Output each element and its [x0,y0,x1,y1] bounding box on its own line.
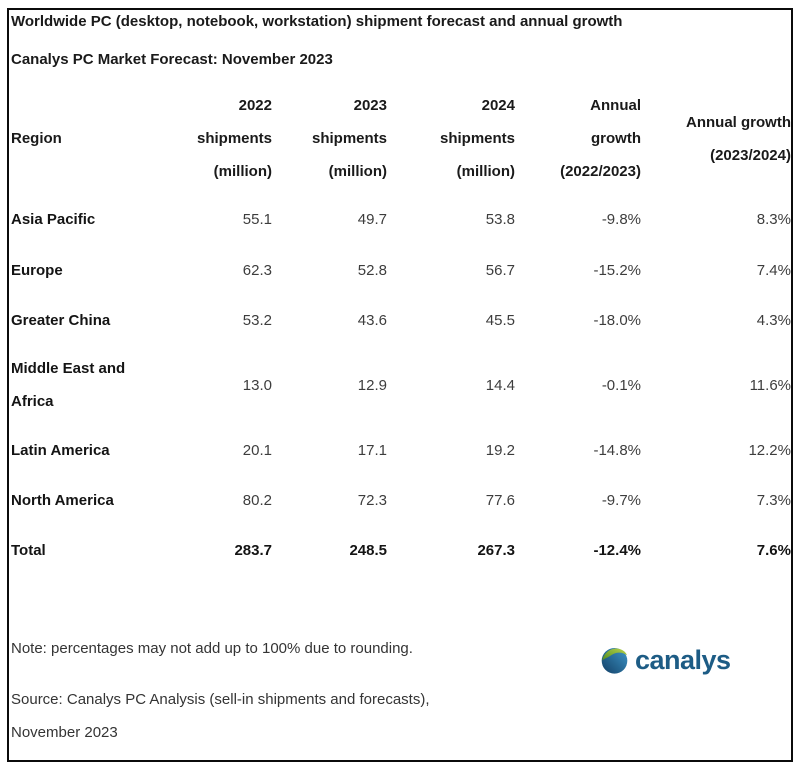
value-cell: 13.0 [242,376,272,394]
value-cell: 12.2% [748,441,791,459]
page-subtitle: Canalys PC Market Forecast: November 202… [11,51,333,68]
value-cell: 7.4% [756,261,791,279]
value-cell: 56.7 [485,261,515,279]
source-line-2: November 2023 [11,724,118,741]
value-cell: -9.8% [601,211,641,228]
value-cell: 4.3% [756,311,791,329]
table-header-row: Region 2022 shipments (million) 2023 shi… [11,89,791,194]
pc-shipment-forecast-table: Region 2022 shipments (million) 2023 shi… [11,89,791,575]
column-header-annual-growth-2022-2023: Annual growth (2022/2023) [560,97,641,180]
value-cell: 14.4 [485,376,515,394]
value-cell: -18.0% [593,311,641,329]
value-cell: 55.1 [242,211,272,228]
value-cell: 12.9 [357,376,387,394]
region-cell: North America [11,491,114,509]
value-cell: -15.2% [593,261,641,279]
value-cell: 45.5 [485,311,515,329]
value-cell: 267.3 [477,541,515,559]
note-text: Note: percentages may not add up to 100%… [11,640,413,657]
forecast-table-frame: Worldwide PC (desktop, notebook, worksta… [7,8,793,762]
table-row-greater-china: Greater China 53.2 43.6 45.5 -18.0% 4.3% [11,295,791,345]
column-header-2023-shipments: 2023 shipments (million) [311,97,387,180]
value-cell: 53.2 [242,311,272,329]
value-cell: -0.1% [601,376,641,394]
value-cell: 62.3 [242,261,272,279]
value-cell: 20.1 [242,441,272,459]
value-cell: 80.2 [242,491,272,509]
canalys-globe-icon [601,648,628,674]
value-cell: 49.7 [357,211,387,228]
value-cell: -12.4% [593,541,641,559]
value-cell: 17.1 [357,441,387,459]
table-row-north-america: North America 80.2 72.3 77.6 -9.7% 7.3% [11,475,791,525]
column-header-2022-shipments: 2022 shipments (million) [196,97,272,180]
source-line-1: Source: Canalys PC Analysis (sell-in shi… [11,691,430,708]
region-cell: Latin America [11,441,110,459]
region-cell: Europe [11,261,63,279]
value-cell: 53.8 [485,211,515,228]
region-cell: Middle East and Africa [11,360,126,410]
value-cell: 52.8 [357,261,387,279]
column-header-annual-growth-2023-2024: Annual growth (2023/2024) [686,113,791,164]
value-cell: 72.3 [357,491,387,509]
value-cell: 283.7 [234,541,272,559]
page-title: Worldwide PC (desktop, notebook, worksta… [11,13,623,30]
value-cell: -9.7% [601,491,641,509]
value-cell: 8.3% [756,211,791,228]
region-cell: Total [11,541,46,559]
table-row-asia-pacific: Asia Pacific 55.1 49.7 53.8 -9.8% 8.3% [11,194,791,245]
column-header-2024-shipments: 2024 shipments (million) [439,97,515,180]
value-cell: 77.6 [485,491,515,509]
value-cell: 248.5 [349,541,387,559]
table-row-middle-east-africa: Middle East and Africa 13.0 12.9 14.4 -0… [11,345,791,425]
table-row-europe: Europe 62.3 52.8 56.7 -15.2% 7.4% [11,245,791,295]
column-header-region: Region [11,130,62,147]
value-cell: 19.2 [485,441,515,459]
value-cell: 7.6% [756,541,791,559]
region-cell: Asia Pacific [11,211,96,228]
region-cell: Greater China [11,311,111,329]
canalys-wordmark: canalys [635,645,731,675]
table-row-total: Total 283.7 248.5 267.3 -12.4% 7.6% [11,525,791,575]
value-cell: 11.6% [749,376,791,394]
source-text: Source: Canalys PC Analysis (sell-in shi… [11,683,789,749]
value-cell: 7.3% [756,491,791,509]
canalys-logo: canalys [601,645,731,676]
value-cell: -14.8% [593,441,641,459]
value-cell: 43.6 [357,311,387,329]
table-row-latin-america: Latin America 20.1 17.1 19.2 -14.8% 12.2… [11,425,791,475]
